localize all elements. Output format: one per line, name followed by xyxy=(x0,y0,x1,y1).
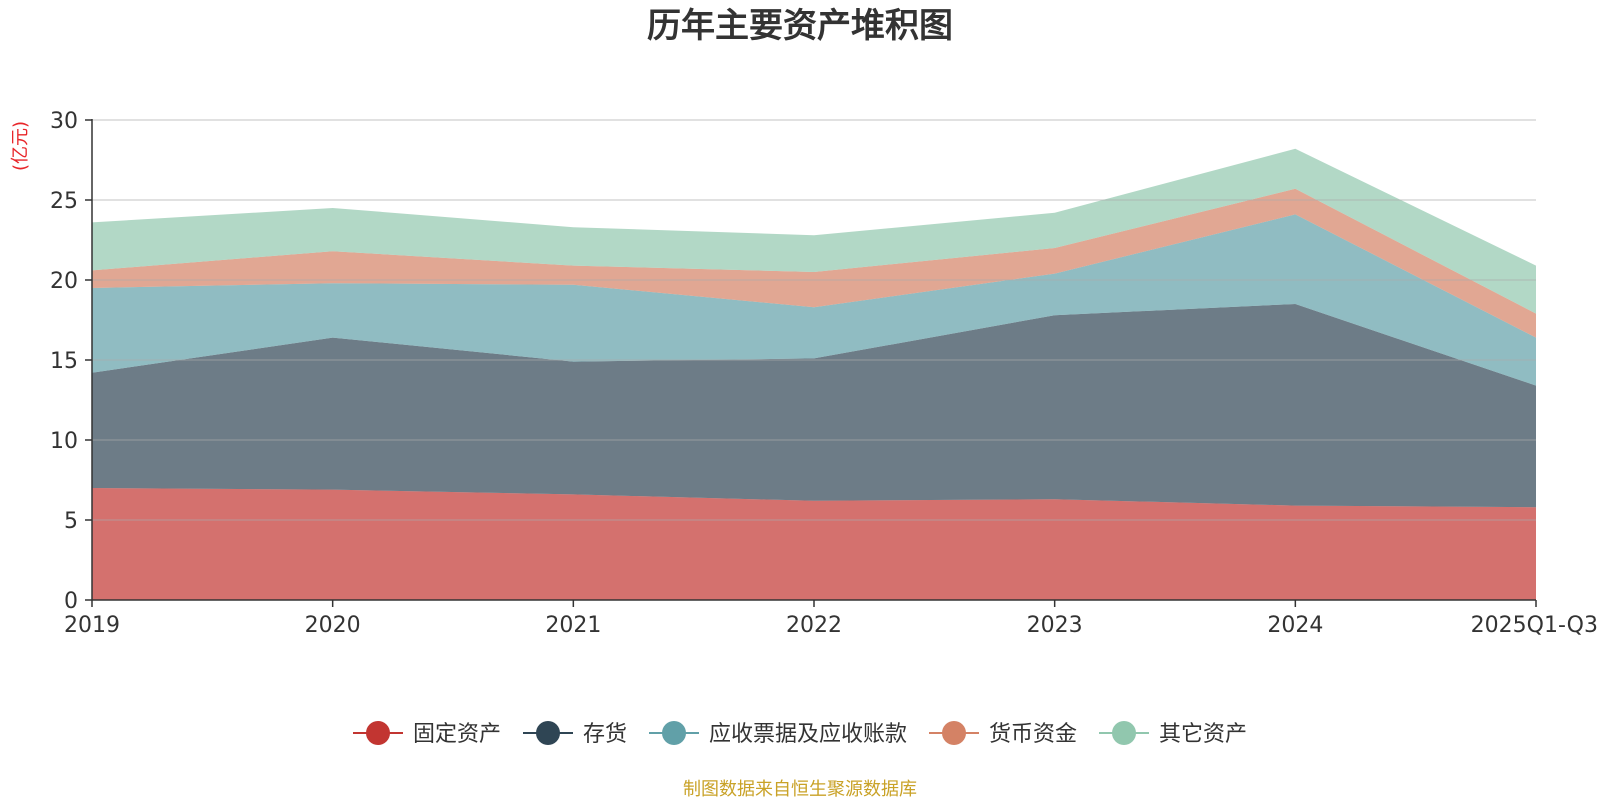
area-series-0 xyxy=(92,488,1536,600)
chart-title: 历年主要资产堆积图 xyxy=(647,6,953,46)
y-tick-label-3: 15 xyxy=(50,349,78,374)
legend-item-3[interactable]: 货币资金 xyxy=(929,721,1077,747)
axes: 0 5 10 15 20 25 30 2019 2020 2021 2022 2023 2024 2025… xyxy=(50,109,1598,638)
area-series-3 xyxy=(92,188,1536,338)
legend-item-4[interactable]: 其它资产 xyxy=(1099,721,1247,747)
y-tick-label-6: 30 xyxy=(50,109,78,134)
legend-label-2: 应收票据及应收账款 xyxy=(709,722,907,747)
area-series-4 xyxy=(92,148,1536,314)
area-series-group xyxy=(92,148,1536,600)
legend-item-1[interactable]: 存货 xyxy=(523,721,627,747)
legend: 固定资产 存货 应收票据及应收账款 货币资金 其它资产 xyxy=(353,721,1247,747)
legend-marker-1 xyxy=(536,721,560,745)
legend-item-0[interactable]: 固定资产 xyxy=(353,721,501,747)
y-tick-label-5: 25 xyxy=(50,189,78,214)
legend-marker-3 xyxy=(942,721,966,745)
x-tick-label-2: 2021 xyxy=(545,613,601,638)
y-tick-label-2: 10 xyxy=(50,429,78,454)
legend-label-3: 货币资金 xyxy=(989,722,1077,747)
y-axis-unit-label: (亿元) xyxy=(10,121,31,171)
area-series-2 xyxy=(92,214,1536,386)
x-tick-label-1: 2020 xyxy=(305,613,361,638)
x-tick-label-5: 2024 xyxy=(1267,613,1323,638)
legend-marker-0 xyxy=(366,721,390,745)
area-series-1 xyxy=(92,304,1536,508)
x-tick-label-0: 2019 xyxy=(64,613,120,638)
source-note: 制图数据来自恒生聚源数据库 xyxy=(683,779,917,800)
y-tick-label-0: 0 xyxy=(64,589,78,614)
x-tick-label-6: 2025Q1-Q3 xyxy=(1471,613,1598,638)
y-tick-label-1: 5 xyxy=(64,509,78,534)
legend-label-4: 其它资产 xyxy=(1159,722,1247,747)
y-tick-label-4: 20 xyxy=(50,269,78,294)
legend-marker-4 xyxy=(1112,721,1136,745)
x-tick-label-4: 2023 xyxy=(1027,613,1083,638)
legend-label-1: 存货 xyxy=(583,722,627,747)
legend-label-0: 固定资产 xyxy=(413,722,501,747)
grid-lines xyxy=(92,119,1536,521)
legend-item-2[interactable]: 应收票据及应收账款 xyxy=(649,721,907,747)
x-tick-label-3: 2022 xyxy=(786,613,842,638)
legend-marker-2 xyxy=(662,721,686,745)
